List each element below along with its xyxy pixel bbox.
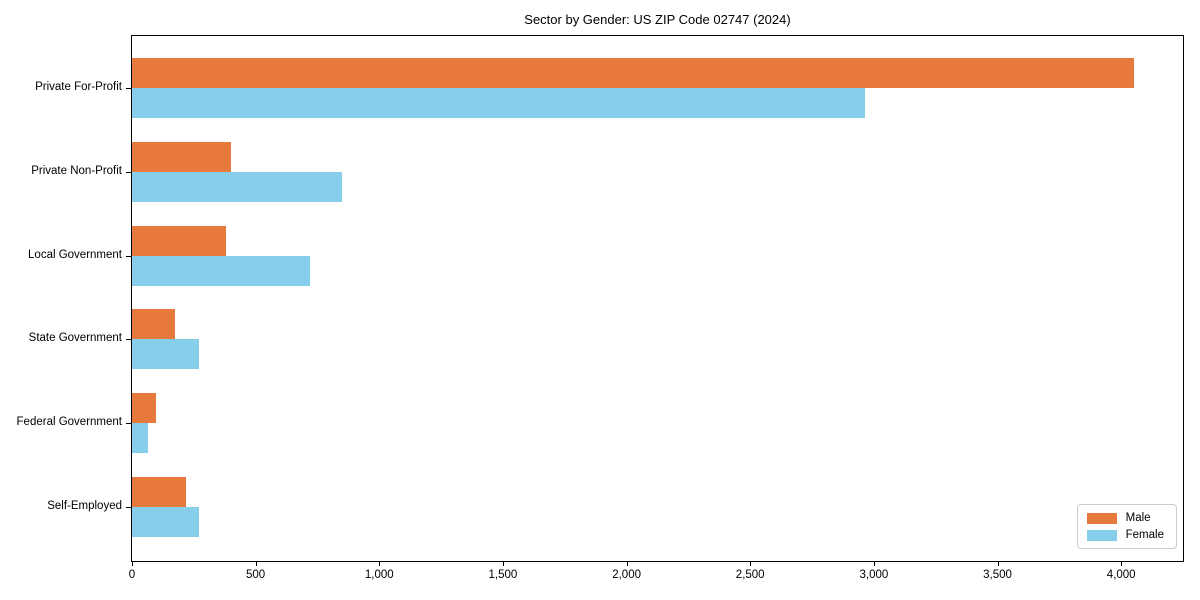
x-tick-label-0: 0 [128, 569, 136, 581]
legend-item-male: Male [1086, 512, 1164, 524]
y-tick-mark-3 [126, 339, 131, 341]
bar-female-5 [132, 507, 199, 537]
legend-swatch-male-icon [1086, 512, 1117, 524]
y-tick-mark-4 [126, 423, 131, 425]
x-tick-mark-3 [502, 562, 504, 566]
y-tick-mark-5 [126, 507, 131, 508]
x-tick-mark-4 [626, 562, 628, 566]
bar-male-5 [132, 477, 187, 507]
x-tick-label-8: 4,000 [1106, 569, 1136, 581]
x-tick-mark-2 [379, 562, 381, 566]
y-tick-label-0: Private For-Profit [35, 81, 122, 93]
legend: Male Female [1076, 504, 1177, 549]
plot-area: Male Female [131, 35, 1184, 562]
bar-male-0 [132, 58, 1134, 88]
y-tick-mark-1 [126, 171, 131, 173]
y-tick-label-3: State Government [28, 332, 122, 345]
bar-female-2 [132, 255, 311, 286]
x-tick-label-6: 3,000 [859, 569, 889, 581]
y-tick-label-4: Federal Government [16, 416, 122, 429]
x-tick-mark-1 [255, 562, 257, 566]
y-tick-label-5: Self-Employed [47, 500, 122, 512]
x-tick-mark-6 [873, 562, 875, 566]
x-tick-label-2: 1,000 [364, 569, 394, 581]
bar-female-1 [132, 171, 343, 202]
y-tick-label-1: Private Non-Profit [31, 164, 122, 177]
x-tick-label-4: 2,000 [612, 569, 641, 581]
y-tick-label-2: Local Government [28, 248, 122, 261]
bar-female-4 [132, 423, 149, 454]
y-tick-mark-2 [126, 255, 131, 257]
x-tick-label-7: 3,500 [983, 569, 1012, 581]
y-tick-mark-0 [126, 88, 131, 89]
legend-label-male: Male [1125, 512, 1151, 524]
legend-item-female: Female [1086, 529, 1164, 541]
x-tick-label-3: 1,500 [488, 569, 518, 581]
x-tick-mark-5 [750, 562, 752, 566]
bar-female-3 [132, 339, 199, 370]
x-tick-mark-0 [132, 562, 133, 566]
bar-female-0 [132, 88, 866, 118]
x-tick-mark-8 [1121, 562, 1123, 566]
bar-male-4 [132, 393, 156, 424]
legend-label-female: Female [1125, 529, 1164, 541]
legend-swatch-female-icon [1086, 529, 1117, 541]
x-tick-label-5: 2,500 [735, 569, 765, 581]
bar-male-1 [132, 141, 231, 172]
x-tick-label-1: 500 [246, 569, 266, 581]
bar-male-2 [132, 225, 226, 256]
bar-male-3 [132, 309, 176, 340]
x-tick-mark-7 [997, 562, 999, 566]
chart-title: Sector by Gender: US ZIP Code 02747 (202… [524, 12, 791, 27]
